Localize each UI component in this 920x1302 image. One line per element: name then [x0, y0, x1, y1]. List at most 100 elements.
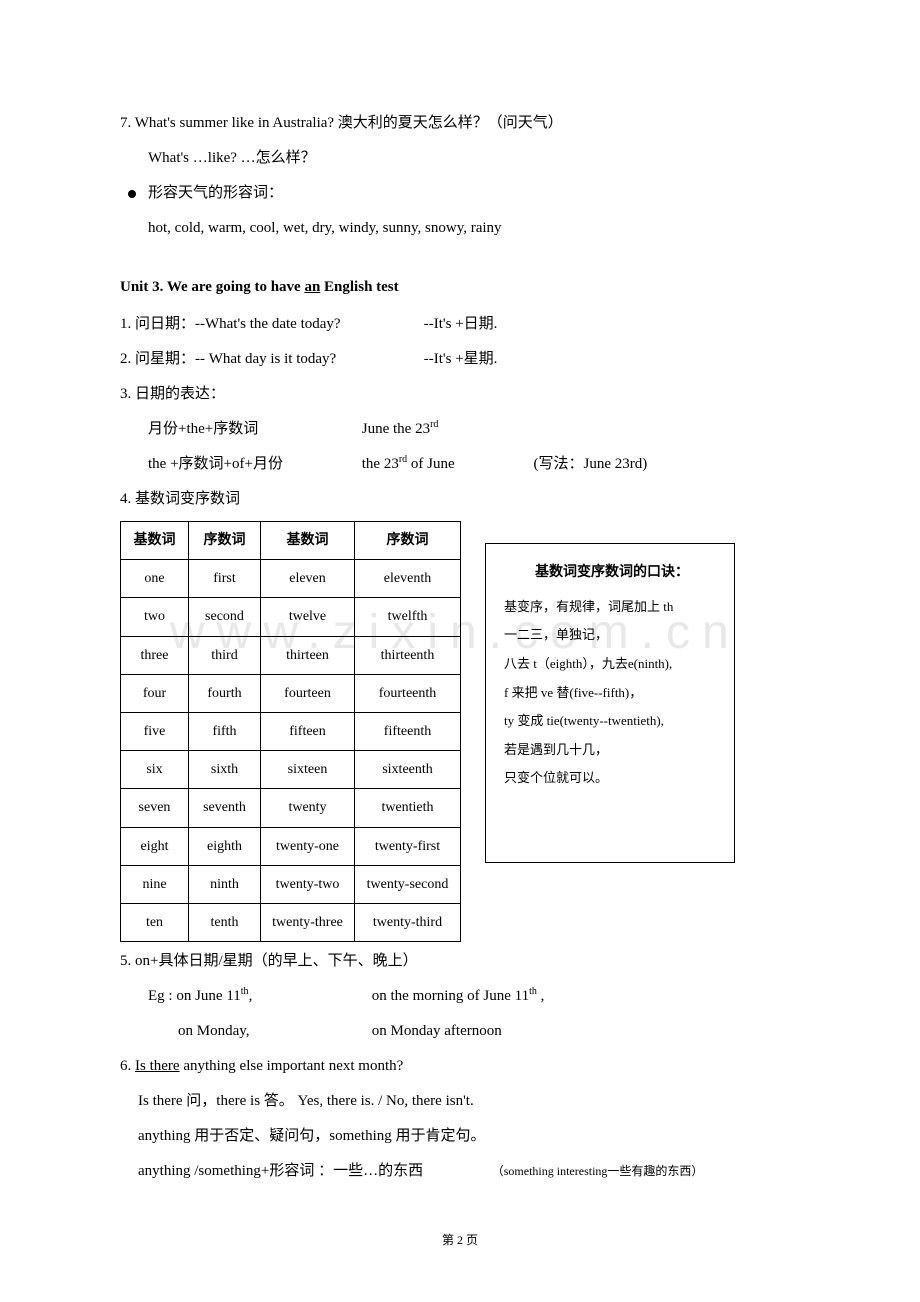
- eg1-sup2: th: [529, 986, 537, 997]
- th-3: 基数词: [261, 522, 355, 560]
- table-row: onefirsteleveneleventh: [121, 560, 461, 598]
- unit3-title-prefix: Unit 3. We are going to have: [120, 279, 304, 295]
- table-cell: twenty-three: [261, 903, 355, 941]
- table-cell: nine: [121, 865, 189, 903]
- table-cell: eight: [121, 827, 189, 865]
- tip-l2: 一二三，单独记，: [504, 621, 720, 650]
- table-cell: one: [121, 560, 189, 598]
- item6-prefix: 6.: [120, 1058, 135, 1074]
- table-cell: eighth: [189, 827, 261, 865]
- table-cell: third: [189, 636, 261, 674]
- item1-answer: --It's +日期.: [424, 316, 498, 332]
- table-cell: sixteen: [261, 751, 355, 789]
- table-header-row: 基数词 序数词 基数词 序数词: [121, 522, 461, 560]
- tip-l6: 若是遇到几十几，: [504, 736, 720, 765]
- table-cell: twenty: [261, 789, 355, 827]
- table-cell: twenty-two: [261, 865, 355, 903]
- table-row: sixsixthsixteensixteenth: [121, 751, 461, 789]
- item1-label: 1. 问日期：--What's the date today?: [120, 311, 420, 338]
- item6b: Is there 问，there is 答。 Yes, there is. / …: [120, 1088, 810, 1115]
- eg2a: on Monday,: [178, 1018, 368, 1045]
- item3b: the +序数词+of+月份 the 23rd of June (写法：June…: [120, 451, 810, 478]
- th-4: 序数词: [355, 522, 461, 560]
- table-row: fourfourthfourteenfourteenth: [121, 674, 461, 712]
- table-cell: fourteen: [261, 674, 355, 712]
- table-cell: second: [189, 598, 261, 636]
- page-content: 7. What's summer like in Australia? 澳大利的…: [120, 110, 810, 1185]
- item3a: 月份+the+序数词 June the 23rd: [120, 416, 810, 443]
- table-cell: five: [121, 712, 189, 750]
- table-cell: twenty-second: [355, 865, 461, 903]
- tip-title: 基数词变序数词的口诀：: [504, 558, 720, 589]
- table-cell: twelve: [261, 598, 355, 636]
- item6d-note: （something interesting一些有趣的东西）: [492, 1164, 704, 1178]
- tip-box: 基数词变序数词的口诀： 基变序，有规律，词尾加上 th 一二三，单独记， 八去 …: [485, 543, 735, 863]
- table-cell: eleven: [261, 560, 355, 598]
- table-cell: fifth: [189, 712, 261, 750]
- item6c: anything 用于否定、疑问句，something 用于肯定句。: [120, 1123, 810, 1150]
- item5-eg1: Eg : on June 11th, on the morning of Jun…: [120, 983, 810, 1010]
- item5-eg2: on Monday, on Monday afternoon: [120, 1018, 810, 1045]
- eg1a: Eg : on June 11: [148, 988, 241, 1004]
- table-cell: first: [189, 560, 261, 598]
- table-cell: eleventh: [355, 560, 461, 598]
- line-7b: What's …like? …怎么样？: [120, 145, 810, 172]
- table-cell: three: [121, 636, 189, 674]
- unit3-title-suffix: English test: [320, 279, 398, 295]
- table-cell: thirteen: [261, 636, 355, 674]
- item3b-left: the +序数词+of+月份: [148, 451, 358, 478]
- table-row: tententhtwenty-threetwenty-third: [121, 903, 461, 941]
- item6d-main: anything /something+形容词 ：一些…的东西: [138, 1158, 488, 1185]
- item6: 6. Is there anything else important next…: [120, 1053, 810, 1080]
- bullet-row: 形容天气的形容词：: [120, 180, 810, 207]
- item3b-mid: the 23: [362, 456, 399, 472]
- line-7: 7. What's summer like in Australia? 澳大利的…: [120, 110, 810, 137]
- table-cell: twenty-first: [355, 827, 461, 865]
- item6-underline: Is there: [135, 1058, 180, 1074]
- adjectives-line: hot, cold, warm, cool, wet, dry, windy, …: [120, 215, 810, 242]
- table-cell: ninth: [189, 865, 261, 903]
- unit3-item4: 4. 基数词变序数词: [120, 486, 810, 513]
- table-cell: fifteen: [261, 712, 355, 750]
- item2-label: 2. 问星期：-- What day is it today?: [120, 346, 420, 373]
- unit3-item3: 3. 日期的表达：: [120, 381, 810, 408]
- item5: 5. on+具体日期/星期（的早上、下午、晚上）: [120, 948, 810, 975]
- th-2: 序数词: [189, 522, 261, 560]
- table-cell: sixteenth: [355, 751, 461, 789]
- table-container: 基数词 序数词 基数词 序数词 onefirsteleveneleventhtw…: [120, 521, 810, 942]
- tip-l7: 只变个位就可以。: [504, 764, 720, 793]
- item3a-left: 月份+the+序数词: [148, 416, 358, 443]
- table-cell: seven: [121, 789, 189, 827]
- tip-l5: ty 变成 tie(twenty--twentieth),: [504, 707, 720, 736]
- table-cell: ten: [121, 903, 189, 941]
- table-cell: twenty-one: [261, 827, 355, 865]
- table-cell: thirteenth: [355, 636, 461, 674]
- eg1c: on the morning of June 11: [372, 988, 529, 1004]
- table-cell: twelfth: [355, 598, 461, 636]
- bullet-icon: [128, 190, 136, 198]
- table-cell: tenth: [189, 903, 261, 941]
- table-cell: fourteenth: [355, 674, 461, 712]
- eg1d: ,: [537, 988, 545, 1004]
- bullet-text: 形容天气的形容词：: [148, 180, 283, 207]
- tip-l1: 基变序，有规律，词尾加上 th: [504, 593, 720, 622]
- th-1: 基数词: [121, 522, 189, 560]
- table-row: fivefifthfifteenfifteenth: [121, 712, 461, 750]
- table-cell: two: [121, 598, 189, 636]
- table-row: sevenseventhtwentytwentieth: [121, 789, 461, 827]
- table-row: threethirdthirteenthirteenth: [121, 636, 461, 674]
- table-cell: fourth: [189, 674, 261, 712]
- item3a-sup: rd: [430, 419, 438, 430]
- table-cell: six: [121, 751, 189, 789]
- table-cell: sixth: [189, 751, 261, 789]
- unit3-title: Unit 3. We are going to have an English …: [120, 274, 810, 301]
- item3b-mid2: of June: [407, 456, 455, 472]
- tip-l4: f 来把 ve 替(five--fifth)，: [504, 679, 720, 708]
- table-cell: seventh: [189, 789, 261, 827]
- table-row: twosecondtwelvetwelfth: [121, 598, 461, 636]
- table-body: onefirsteleveneleventhtwosecondtwelvetwe…: [121, 560, 461, 942]
- eg1-sup: th: [241, 986, 249, 997]
- item3a-right: June the 23: [362, 421, 430, 437]
- table-row: nineninthtwenty-twotwenty-second: [121, 865, 461, 903]
- table-row: eighteighthtwenty-onetwenty-first: [121, 827, 461, 865]
